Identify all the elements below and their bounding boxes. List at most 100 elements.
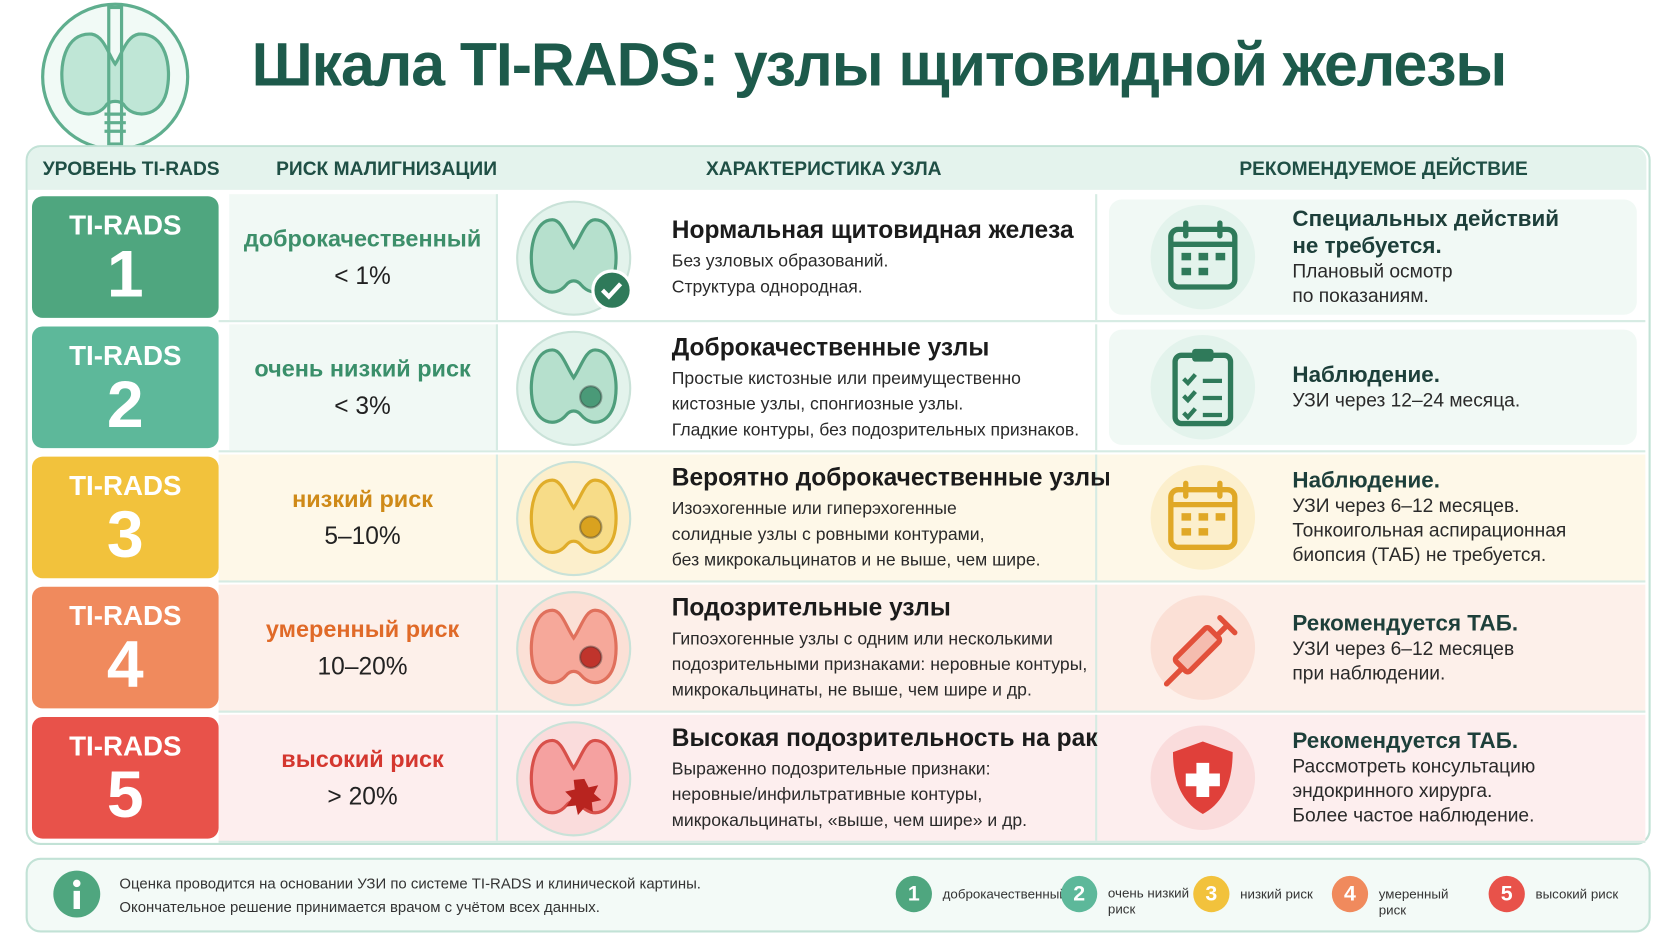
action-icon-svg: [1150, 204, 1256, 310]
legend-label: высокий риск: [1535, 886, 1619, 902]
thyroid-icon: [514, 459, 636, 584]
action-line: по показаниям.: [1292, 284, 1429, 307]
badge-level: 2: [106, 368, 144, 442]
action-title: Наблюдение.: [1292, 468, 1440, 493]
thyroid-icon-svg: [516, 460, 632, 577]
action-cell: Рекомендуется ТАБ. УЗИ через 6–12 месяцев…: [1292, 585, 1633, 711]
feature-line: солидные узлы с ровными контурами,: [671, 524, 985, 544]
footer-note: Окончательное решение принимается врачом…: [119, 898, 600, 916]
header-row: [27, 147, 1647, 190]
badge-label: TI-RADS: [69, 729, 182, 762]
action-line: эндокринного хирурга.: [1292, 779, 1493, 802]
column-header: ХАРАКТЕРИСТИКА УЗЛА: [705, 157, 942, 180]
risk-cell: низкий риск 5–10%: [229, 454, 496, 580]
column-header: РИСК МАЛИГНИЗАЦИИ: [276, 157, 497, 180]
divider: [1095, 714, 1098, 841]
feature-title: Нормальная щитовидная железа: [671, 214, 1074, 243]
action-title: Рекомендуется ТАБ.: [1292, 610, 1519, 636]
divider: [1095, 584, 1098, 711]
action-line: Рассмотреть консультацию: [1292, 755, 1536, 777]
feature-line: без микрокальцинатов и не выше, чем шире…: [671, 549, 1041, 570]
action-icon: [1150, 724, 1257, 836]
feature-cell: Подозрительные узлы Гипоэхогенные узлы с …: [672, 585, 1093, 711]
action-cell: Специальных действий не требуется. Плановы…: [1292, 194, 1633, 320]
thyroid-icon: [514, 719, 636, 844]
risk-value: < 1%: [334, 260, 391, 289]
action-icon: [1150, 334, 1257, 446]
level-badge: TI-RADS 1: [31, 196, 219, 318]
badge-label: TI-RADS: [69, 339, 182, 372]
risk-name: низкий риск: [292, 484, 433, 512]
level-badge: TI-RADS 2: [31, 326, 219, 449]
feature-line: Структура однородная.: [671, 276, 863, 297]
footer-note: Оценка проводится на основании УЗИ по си…: [119, 874, 701, 892]
legend-number: 2: [1060, 875, 1098, 913]
level-badge: TI-RADS 3: [31, 456, 219, 579]
feature-title: Доброкачественные узлы: [671, 332, 990, 361]
feature-line: Без узловых образований.: [671, 251, 889, 271]
action-icon-svg: [1150, 725, 1256, 831]
action-icon-svg: [1150, 465, 1256, 570]
feature-cell: Вероятно доброкачественные узлы Изоэхоген…: [671, 454, 1111, 580]
action-title: Рекомендуется ТАБ.: [1292, 728, 1519, 754]
feature-line: Гладкие контуры, без подозрительных приз…: [671, 419, 1080, 440]
action-line: Более частое наблюдение.: [1292, 804, 1535, 826]
action-title: Наблюдение.: [1292, 362, 1440, 388]
feature-line: подозрительными признаками: неровные кон…: [671, 654, 1088, 674]
column-header: РЕКОМЕНДУЕМОЕ ДЕЙСТВИЕ: [1239, 157, 1528, 180]
action-icon: [1150, 464, 1257, 576]
risk-name: доброкачественный: [243, 224, 482, 252]
feature-line: Выраженно подозрительные признаки:: [671, 759, 991, 779]
action-title: не требуется.: [1292, 233, 1442, 259]
divider: [1095, 324, 1098, 451]
feature-line: кистозные узлы, спонгиозные узлы.: [671, 394, 964, 414]
logo: [41, 2, 190, 151]
risk-cell: доброкачественный < 1%: [229, 194, 496, 320]
action-cell: Наблюдение. УЗИ через 6–12 месяцев. Тонкои…: [1292, 454, 1633, 580]
badge-level: 4: [106, 628, 144, 703]
feature-line: Простые кистозные или преимущественно: [671, 368, 1021, 388]
risk-cell: высокий риск > 20%: [229, 715, 496, 841]
legend-label: доброкачественный: [942, 886, 1067, 902]
level-badge: TI-RADS 4: [31, 586, 219, 709]
thyroid-icon: [514, 589, 636, 714]
risk-bg: [229, 454, 498, 581]
badge-level: 3: [106, 498, 144, 572]
feature-cell: Высокая подозрительность на рак Выраженно…: [671, 715, 1098, 841]
action-icon-svg: [1150, 335, 1256, 440]
legend-number: 5: [1488, 875, 1525, 913]
action-title: Специальных действий: [1292, 206, 1560, 232]
footer: [25, 857, 1651, 933]
badge-label: TI-RADS: [69, 469, 182, 502]
risk-bg: [229, 324, 498, 451]
legend-number: 1: [895, 875, 932, 913]
legend-number: 3: [1193, 875, 1230, 913]
divider: [1095, 454, 1098, 581]
feature-line: микрокальцинаты, «выше, чем шире» и др.: [671, 810, 1028, 830]
info-icon: [53, 870, 101, 918]
legend-label: умеренный риск: [1378, 886, 1449, 918]
action-line: Тонкоигольная аспирационная: [1292, 519, 1567, 541]
risk-value: < 3%: [334, 391, 391, 419]
risk-bg: [229, 714, 498, 841]
action-line: Плановый осмотр: [1292, 260, 1453, 282]
title: Шкала TI-RADS: узлы щитовидной железы: [251, 30, 1508, 100]
thyroid-icon-svg: [516, 330, 632, 446]
feature-line: неровные/инфильтративные контуры,: [671, 784, 983, 804]
thyroid-icon: [514, 329, 636, 454]
risk-value: 10–20%: [317, 651, 408, 680]
legend-label: очень низкий риск: [1107, 885, 1190, 917]
action-cell: Наблюдение. УЗИ через 12–24 месяца.: [1292, 324, 1633, 450]
action-cell: Рекомендуется ТАБ. Рассмотреть консультац…: [1292, 715, 1633, 841]
action-line: УЗИ через 6–12 месяцев: [1292, 637, 1515, 659]
level-badge: TI-RADS 5: [31, 716, 219, 839]
feature-title: Подозрительные узлы: [671, 592, 951, 621]
action-icon: [1150, 204, 1257, 316]
risk-bg: [229, 584, 498, 711]
action-line: УЗИ через 6–12 месяцев.: [1292, 495, 1520, 517]
legend-label: низкий риск: [1240, 886, 1313, 902]
feature-line: Изоэхогенные или гиперэхогенные: [671, 498, 957, 518]
risk-name: умеренный риск: [265, 615, 460, 642]
feature-cell: Доброкачественные узлы Простые кистозные …: [672, 324, 1093, 450]
